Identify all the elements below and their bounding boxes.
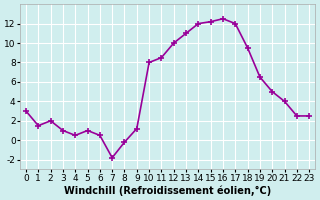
X-axis label: Windchill (Refroidissement éolien,°C): Windchill (Refroidissement éolien,°C) [64,185,271,196]
